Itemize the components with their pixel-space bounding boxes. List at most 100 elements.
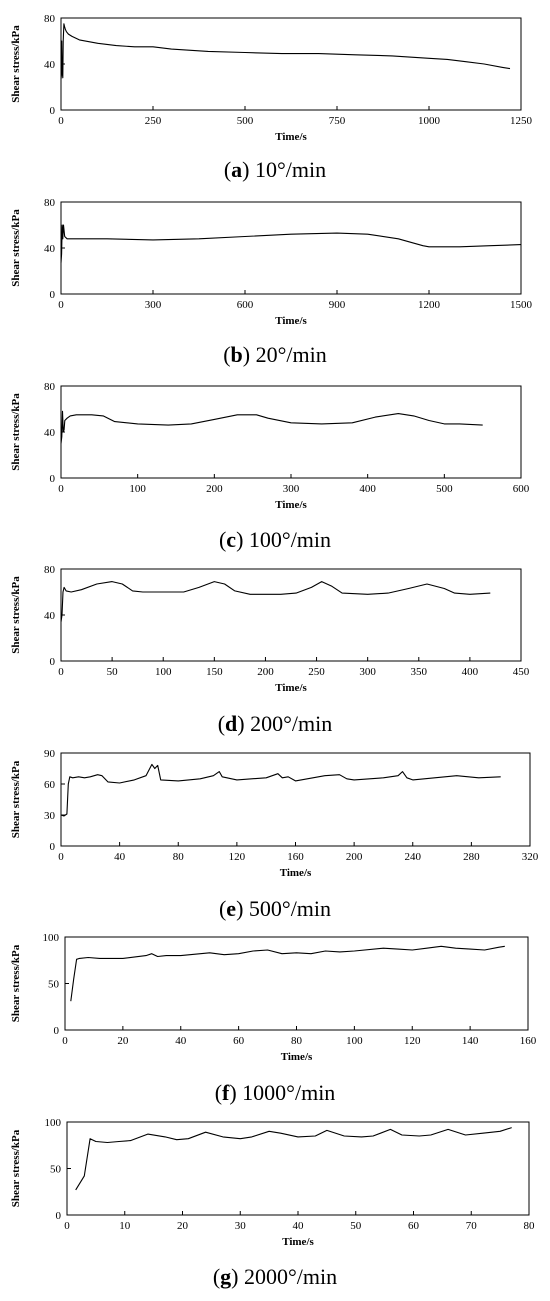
line-chart-b: 0 300 600 900 1200 1500 0 40 80 Time/s Shear stres… bbox=[10, 197, 533, 327]
x-tick-label: 300 bbox=[359, 666, 376, 678]
y-tick-label: 0 bbox=[50, 105, 56, 117]
caption-e: (e) 500°/min bbox=[218, 896, 332, 921]
shear-stress-line bbox=[60, 224, 522, 263]
x-tick-label: 80 bbox=[173, 851, 185, 863]
x-tick-label: 70 bbox=[466, 1220, 478, 1232]
x-tick-label: 0 bbox=[58, 851, 64, 863]
y-tick-label: 40 bbox=[44, 427, 56, 439]
x-tick-label: 200 bbox=[346, 851, 363, 863]
y-tick-label: 90 bbox=[44, 748, 56, 760]
caption-g: (g) 2000°/min bbox=[212, 1264, 338, 1289]
x-tick-label: 100 bbox=[346, 1035, 363, 1047]
x-tick-label: 60 bbox=[408, 1220, 420, 1232]
x-tick-label: 40 bbox=[114, 851, 126, 863]
line-chart-c: 0 100 200 300 400 500 600 0 40 80 Time/s Shear stre… bbox=[10, 381, 530, 511]
x-tick-label: 0 bbox=[62, 1035, 68, 1047]
x-tick-label: 1000 bbox=[418, 115, 441, 127]
x-tick-label: 40 bbox=[293, 1220, 305, 1232]
x-axis-label: Time/s bbox=[280, 867, 312, 879]
y-axis-label: Shear stress/kPa bbox=[10, 760, 22, 838]
x-tick-label: 160 bbox=[520, 1035, 537, 1047]
x-tick-label: 160 bbox=[287, 851, 304, 863]
y-tick-label: 0 bbox=[56, 1210, 62, 1222]
y-tick-label: 80 bbox=[44, 564, 56, 576]
y-tick-label: 80 bbox=[44, 197, 56, 209]
line-chart-f: 0 20 40 60 80 100 120 140 160 0 50 100 Time/s Shear s… bbox=[10, 932, 537, 1063]
line-chart-g: 0 10 20 30 40 50 60 70 80 0 50 100 Time/s Shear stres… bbox=[10, 1117, 536, 1248]
x-axis-label: Time/s bbox=[275, 315, 307, 327]
shear-stress-line bbox=[60, 581, 491, 622]
x-tick-label: 900 bbox=[329, 299, 346, 311]
x-tick-label: 1250 bbox=[510, 115, 533, 127]
x-tick-label: 0 bbox=[64, 1220, 70, 1232]
y-tick-label: 40 bbox=[44, 610, 56, 622]
x-tick-label: 10 bbox=[119, 1220, 131, 1232]
x-tick-label: 400 bbox=[359, 483, 376, 495]
y-tick-label: 50 bbox=[50, 1164, 62, 1176]
caption-a: (a) 10°/min bbox=[223, 157, 327, 182]
caption-c: (c) 100°/min bbox=[218, 527, 332, 552]
plot-frame bbox=[66, 1121, 530, 1216]
x-tick-label: 120 bbox=[229, 851, 246, 863]
x-tick-label: 200 bbox=[206, 483, 223, 495]
x-tick-label: 20 bbox=[177, 1220, 189, 1232]
x-tick-label: 20 bbox=[117, 1035, 129, 1047]
y-tick-label: 0 bbox=[54, 1025, 60, 1037]
x-tick-label: 450 bbox=[513, 666, 530, 678]
x-tick-label: 60 bbox=[233, 1035, 245, 1047]
y-tick-label: 100 bbox=[45, 1117, 62, 1129]
x-tick-label: 1500 bbox=[510, 299, 533, 311]
y-tick-label: 60 bbox=[44, 779, 56, 791]
x-tick-label: 0 bbox=[58, 483, 64, 495]
y-axis-label: Shear stress/kPa bbox=[10, 393, 22, 471]
y-axis-label: Shear stress/kPa bbox=[10, 576, 22, 654]
x-tick-label: 1200 bbox=[418, 299, 441, 311]
x-tick-label: 350 bbox=[411, 666, 428, 678]
x-tick-label: 320 bbox=[522, 851, 539, 863]
y-tick-label: 0 bbox=[50, 473, 56, 485]
y-axis-label: Shear stress/kPa bbox=[10, 25, 22, 103]
x-tick-label: 40 bbox=[175, 1035, 187, 1047]
x-tick-label: 300 bbox=[283, 483, 300, 495]
x-tick-label: 600 bbox=[237, 299, 254, 311]
x-tick-label: 600 bbox=[513, 483, 530, 495]
x-tick-label: 150 bbox=[206, 666, 223, 678]
y-tick-label: 50 bbox=[48, 979, 60, 991]
x-tick-label: 280 bbox=[463, 851, 480, 863]
shear-stress-line bbox=[60, 763, 501, 817]
x-tick-label: 100 bbox=[129, 483, 146, 495]
x-tick-label: 100 bbox=[155, 666, 172, 678]
y-tick-label: 30 bbox=[44, 810, 56, 822]
x-tick-label: 500 bbox=[436, 483, 453, 495]
x-tick-label: 50 bbox=[107, 666, 119, 678]
x-axis-label: Time/s bbox=[275, 499, 307, 511]
x-tick-label: 400 bbox=[462, 666, 479, 678]
x-tick-label: 300 bbox=[145, 299, 162, 311]
x-axis-label: Time/s bbox=[281, 1051, 313, 1063]
y-tick-label: 40 bbox=[44, 243, 56, 255]
line-chart-a: 0 250 500 750 1000 1250 0 40 80 Time/s Shear stres… bbox=[10, 13, 533, 143]
line-chart-d: 0 50 100 150 200 250 300 350 400 450 0 40 80 Time/s Sh… bbox=[10, 564, 530, 694]
x-tick-label: 240 bbox=[405, 851, 422, 863]
y-axis-label: Shear stress/kPa bbox=[10, 944, 22, 1022]
x-tick-label: 50 bbox=[350, 1220, 362, 1232]
shear-stress-line bbox=[60, 410, 483, 444]
x-tick-label: 80 bbox=[524, 1220, 536, 1232]
x-tick-label: 200 bbox=[257, 666, 274, 678]
line-chart-e: 0 40 80 120 160 200 240 280 320 0 30 60 90 Time/s Shea… bbox=[10, 748, 539, 879]
x-tick-label: 30 bbox=[235, 1220, 247, 1232]
x-tick-label: 0 bbox=[58, 299, 64, 311]
x-tick-label: 500 bbox=[237, 115, 254, 127]
caption-d: (d) 200°/min bbox=[217, 711, 333, 736]
x-tick-label: 0 bbox=[58, 666, 64, 678]
shear-stress-line bbox=[60, 23, 511, 80]
shear-stress-line bbox=[75, 1127, 512, 1191]
x-tick-label: 250 bbox=[145, 115, 162, 127]
shear-stress-line bbox=[70, 945, 505, 1002]
caption-b: (b) 20°/min bbox=[223, 342, 327, 367]
y-tick-label: 80 bbox=[44, 13, 56, 25]
x-tick-label: 0 bbox=[58, 115, 64, 127]
x-tick-label: 80 bbox=[291, 1035, 303, 1047]
caption-f: (f) 1000°/min bbox=[214, 1080, 336, 1105]
